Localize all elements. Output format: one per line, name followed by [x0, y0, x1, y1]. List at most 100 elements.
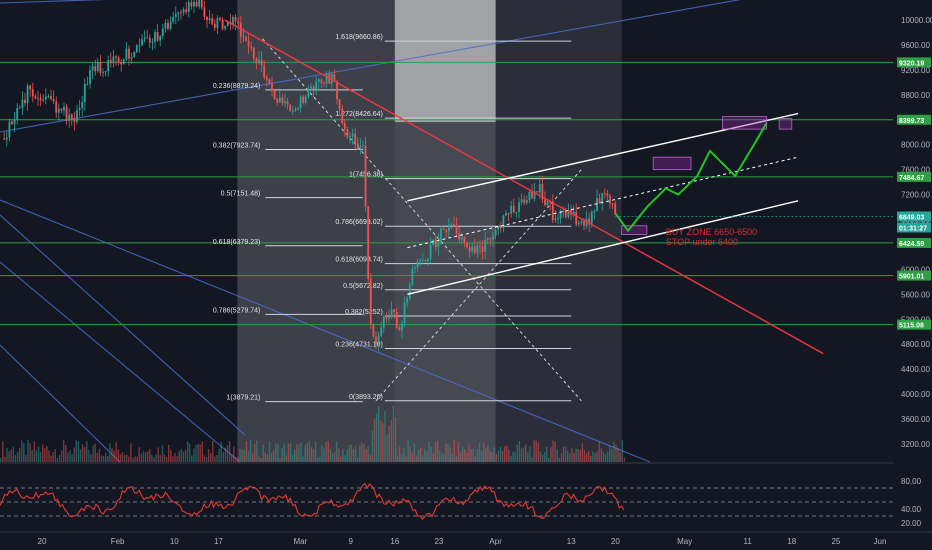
candle-body — [419, 260, 422, 262]
red-trendline[interactable] — [224, 19, 824, 355]
volume-bar — [126, 454, 128, 462]
fib-diagonal-dashed[interactable] — [262, 38, 582, 402]
osc-axis-tick: 40.00 — [901, 505, 922, 514]
volume-bar — [445, 443, 447, 462]
volume-bar — [558, 457, 560, 462]
blue-trendline[interactable] — [0, 0, 760, 133]
volume-bar — [266, 454, 269, 462]
volume-bar — [153, 457, 155, 462]
candle-body — [234, 17, 237, 22]
candle-body — [133, 51, 136, 58]
blue-trendline[interactable] — [0, 344, 121, 463]
blue-trendline[interactable] — [0, 0, 150, 4]
volume-bar — [258, 456, 260, 462]
candle-body — [580, 221, 583, 223]
price-axis-tick: 4000.00 — [901, 390, 930, 399]
volume-bar — [438, 450, 441, 462]
volume-bar — [207, 449, 210, 462]
blue-trendline[interactable] — [0, 199, 651, 463]
candle-body — [382, 317, 385, 328]
volume-bar — [459, 451, 462, 462]
volume-bar — [361, 442, 363, 462]
candle-body — [83, 83, 86, 102]
volume-bar — [115, 442, 117, 462]
candle-body — [323, 82, 325, 84]
candle-body — [50, 96, 52, 99]
volume-bar — [485, 447, 487, 462]
volume-bar — [348, 444, 350, 462]
candle-body — [455, 225, 458, 234]
volume-bar — [174, 453, 176, 462]
candle-body — [68, 114, 71, 121]
volume-bar — [457, 442, 460, 462]
candle-body — [102, 71, 104, 73]
volume-bar — [588, 451, 590, 462]
candle-body — [312, 86, 315, 90]
price-axis-tick: 5600.00 — [901, 290, 930, 299]
target-zone-box[interactable] — [652, 156, 692, 171]
volume-bar — [73, 447, 75, 462]
volume-bar — [390, 419, 392, 462]
target-zone-box[interactable] — [722, 116, 767, 130]
candle-body — [11, 121, 13, 125]
volume-bar — [130, 443, 132, 462]
candle-body — [497, 226, 500, 230]
channel-mid-line[interactable] — [407, 156, 799, 249]
candle-body — [281, 97, 284, 104]
candle-body — [224, 25, 227, 29]
volume-bar — [333, 452, 336, 462]
buy-zone-annotation: BUY ZONE 6650-6500 — [666, 227, 757, 237]
volume-bar — [426, 451, 428, 462]
candle-body — [611, 203, 614, 205]
volume-bar — [302, 456, 304, 462]
candle-body — [94, 66, 97, 72]
candle-body — [60, 108, 63, 111]
candle-body — [18, 107, 21, 109]
candle-body — [541, 184, 544, 200]
candle-body — [195, 2, 198, 7]
time-axis-tick: 9 — [349, 537, 354, 546]
volume-bar — [562, 446, 565, 462]
volume-bar — [241, 449, 243, 462]
candle-body — [99, 61, 102, 73]
volume-bar — [163, 454, 166, 462]
volume-bar — [184, 450, 187, 462]
candle-body — [494, 229, 497, 236]
volume-bar — [8, 451, 10, 462]
target-zone-box[interactable] — [621, 225, 648, 235]
candle-body — [289, 104, 292, 112]
candle-body — [590, 211, 593, 224]
volume-bar — [415, 455, 418, 462]
volume-bar — [203, 455, 206, 462]
candle-body — [481, 246, 484, 252]
candle-body — [141, 39, 143, 46]
volume-bar — [39, 452, 42, 462]
projection-path[interactable] — [614, 122, 768, 232]
target-zone-box[interactable] — [778, 118, 793, 130]
candle-body — [583, 221, 585, 227]
volume-bar — [170, 450, 172, 462]
candle-body — [167, 22, 169, 29]
blue-trendline[interactable] — [0, 261, 241, 463]
candle-body — [208, 18, 211, 21]
candle-body — [442, 228, 445, 231]
volume-bar — [50, 455, 52, 462]
level-price-label: 8399.73 — [899, 118, 924, 125]
candle-body — [424, 259, 427, 262]
candle-body — [486, 238, 489, 240]
candle-body — [489, 238, 492, 240]
volume-bar — [359, 445, 361, 462]
channel-upper-line[interactable] — [407, 112, 799, 202]
volume-bar — [499, 446, 502, 462]
volume-bar — [117, 449, 119, 462]
volume-bar — [123, 454, 126, 462]
volume-bar — [317, 457, 319, 462]
candle-body — [395, 311, 398, 328]
volume-bar — [575, 448, 577, 462]
volume-bar — [569, 453, 571, 462]
volume-bar — [306, 442, 308, 462]
volume-bar — [436, 440, 439, 462]
volume-bar — [392, 405, 395, 462]
